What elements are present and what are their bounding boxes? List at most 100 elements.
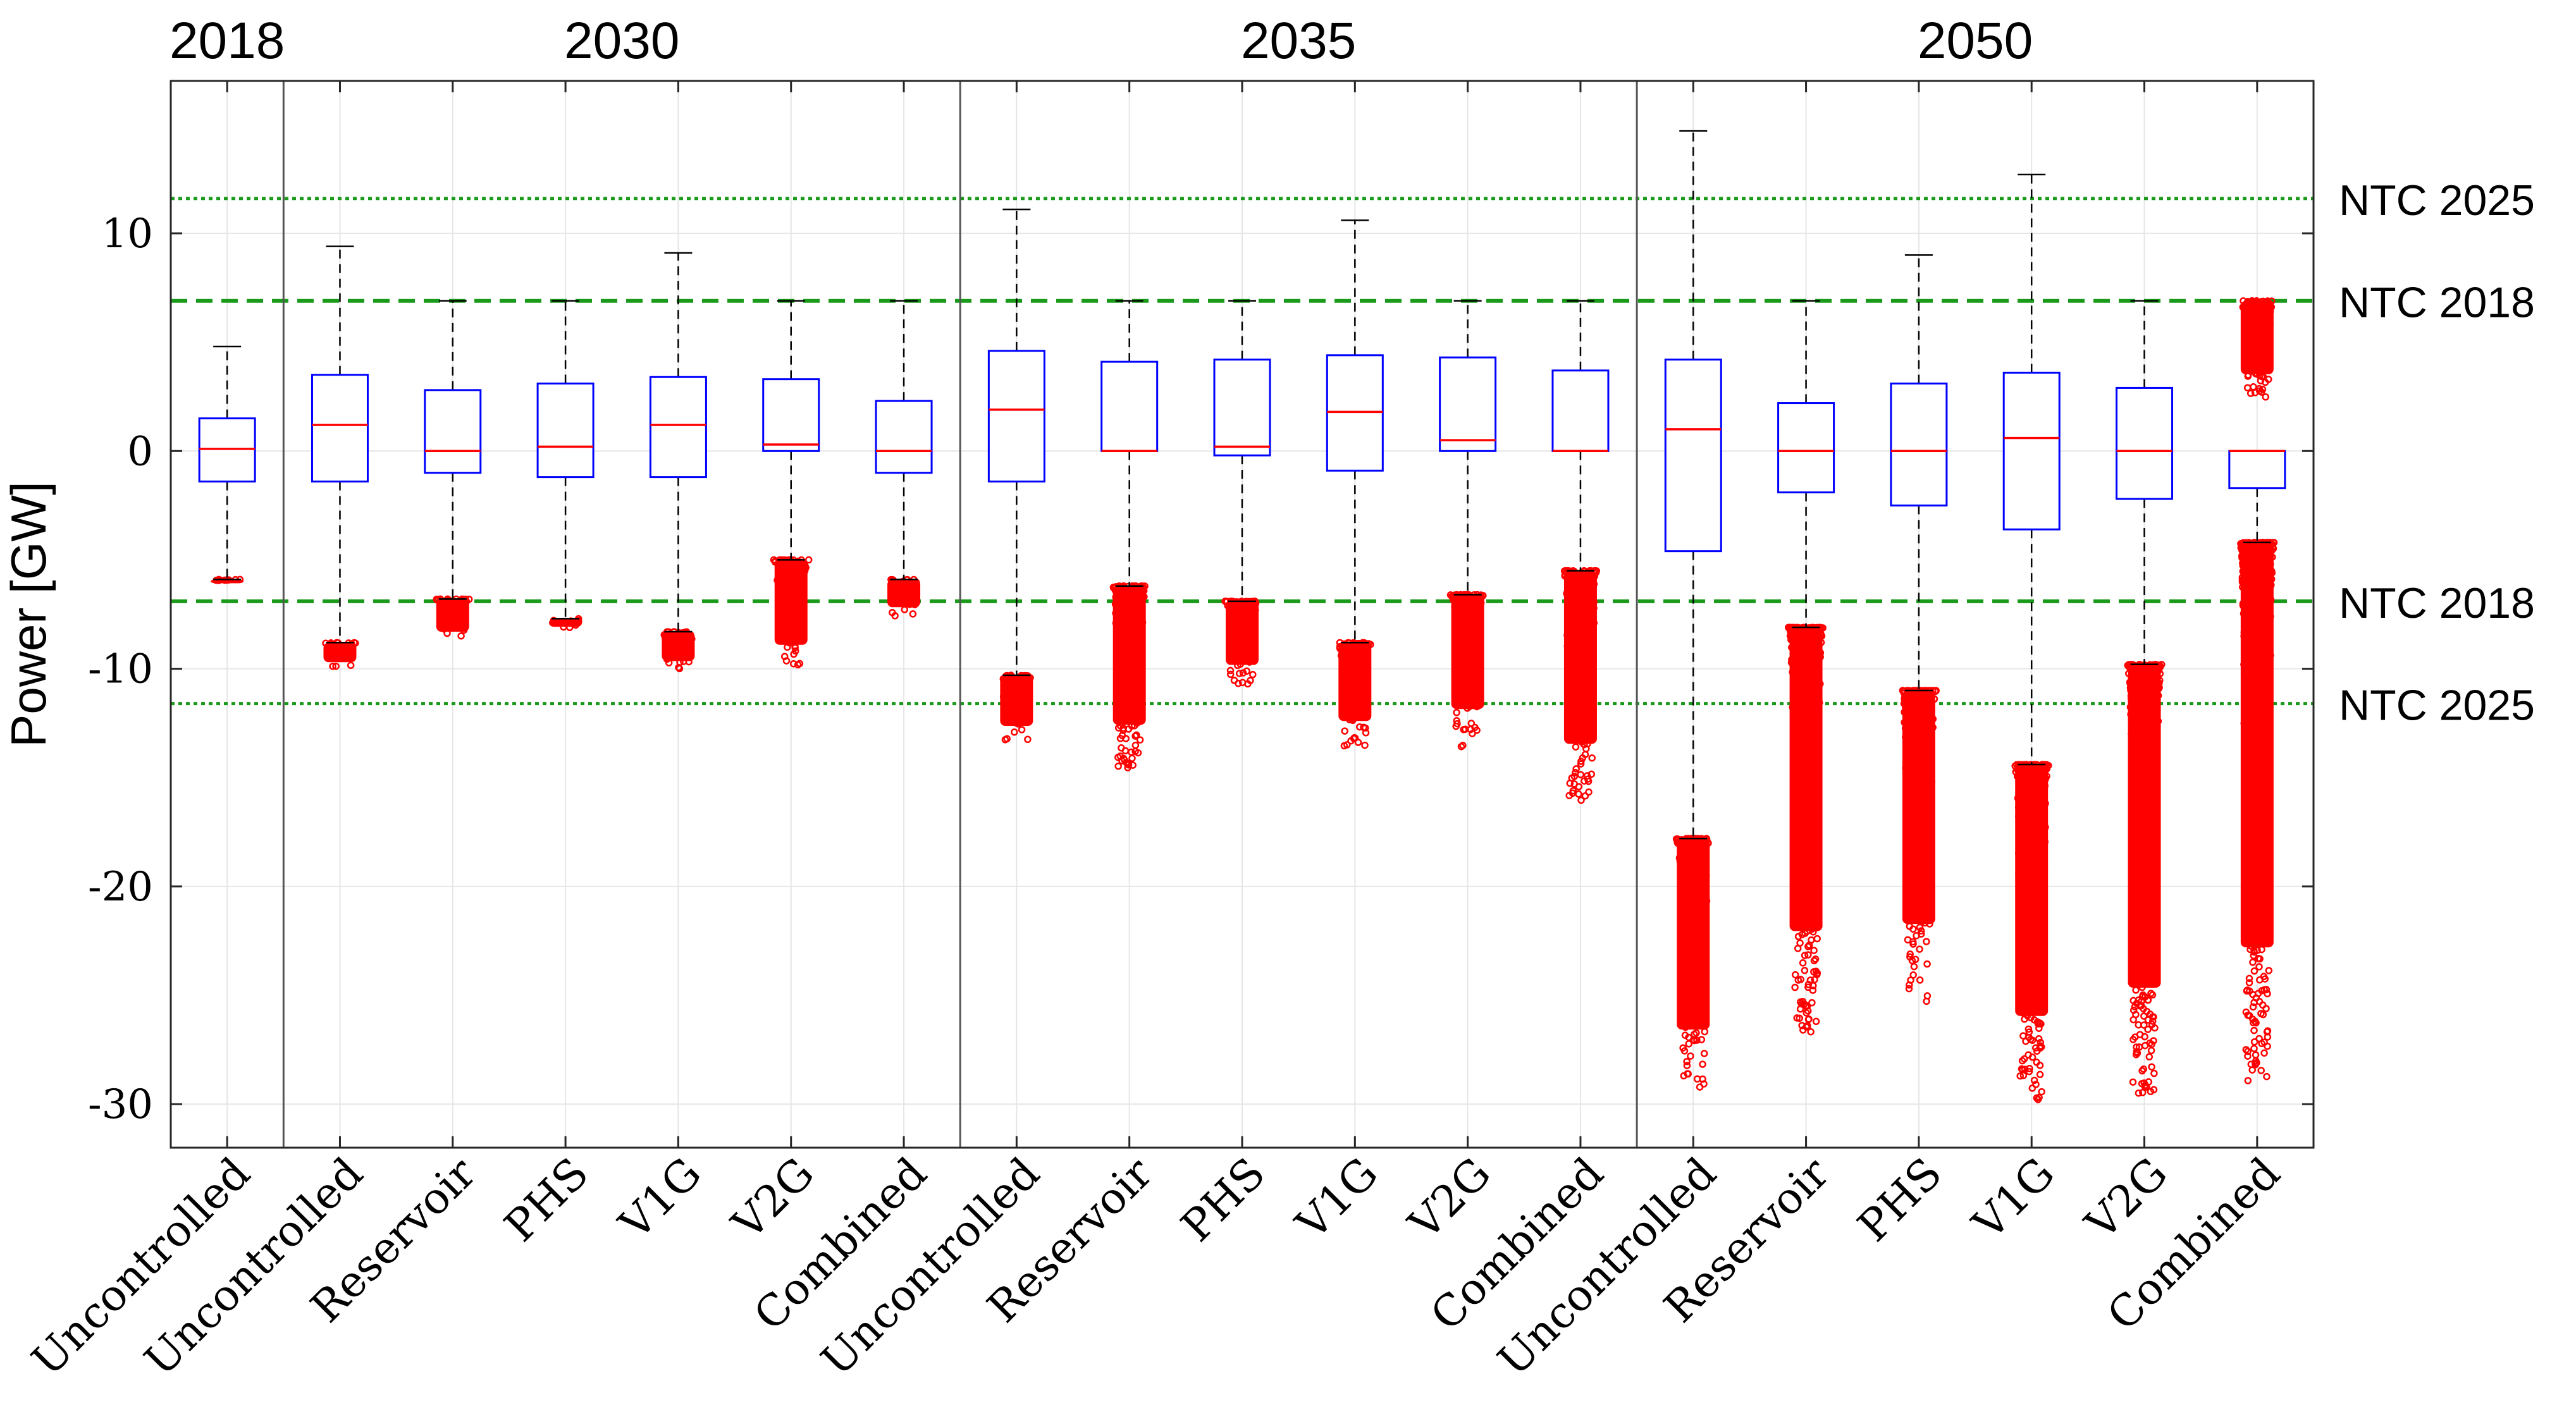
outlier-cluster — [1451, 594, 1484, 709]
outlier-point — [1018, 726, 1026, 734]
outlier-point — [1459, 742, 1467, 749]
outlier-point — [1129, 761, 1137, 769]
outlier-point — [2250, 383, 2257, 391]
outlier-point — [1693, 1036, 1701, 1044]
outlier-point — [2133, 1043, 2140, 1051]
outlier-point — [2249, 959, 2257, 966]
outlier-point — [2148, 1063, 2155, 1071]
outlier-point — [1804, 951, 1812, 959]
outlier-point — [1453, 709, 1460, 716]
outlier-point — [2145, 1053, 2154, 1061]
outlier-point — [2250, 947, 2258, 955]
outlier-cluster — [1789, 627, 1823, 931]
outlier-point — [1679, 1044, 1687, 1052]
outlier-point — [2252, 1019, 2260, 1027]
outlier-cluster — [1677, 838, 1710, 1030]
outlier-point — [2260, 1049, 2268, 1057]
box — [1100, 360, 1159, 452]
outlier-point — [2262, 1005, 2270, 1012]
outlier-point — [2250, 1038, 2259, 1046]
outlier-point — [2028, 1084, 2037, 1092]
box — [1777, 402, 1835, 494]
outlier-point — [347, 661, 355, 669]
outlier-point — [2019, 1072, 2028, 1079]
outlier-point — [1794, 945, 1802, 952]
outlier-point — [1467, 725, 1475, 734]
outlier-point — [1011, 728, 1018, 736]
outlier-cluster — [2240, 300, 2274, 374]
outlier-cluster — [1902, 691, 1935, 924]
outlier-cluster — [1000, 675, 1033, 726]
outlier-point — [2132, 986, 2140, 994]
outlier-point — [782, 657, 791, 665]
outlier-point — [1361, 741, 1369, 749]
outlier-point — [2257, 1067, 2265, 1074]
x-tick-label: V1G — [1963, 1148, 2064, 1249]
outlier-point — [1579, 754, 1586, 762]
outlier-point — [2255, 963, 2263, 971]
outlier-point — [1813, 971, 1821, 979]
outlier-point — [1923, 960, 1931, 968]
outlier-point — [2144, 1026, 2152, 1033]
outlier-point — [1581, 777, 1588, 785]
outlier-point — [1577, 771, 1584, 778]
reference-line-label: NTC 2025 — [2339, 176, 2535, 224]
outlier-point — [1582, 745, 1590, 752]
outlier-point — [1796, 1005, 1804, 1013]
outlier-point — [1131, 732, 1139, 740]
outlier-point — [1801, 966, 1809, 974]
x-tick-label: V2G — [1399, 1148, 1500, 1249]
outlier-point — [2250, 1045, 2258, 1052]
outlier-point — [1572, 765, 1580, 773]
outlier-point — [1910, 962, 1918, 971]
outlier-point — [2247, 1060, 2255, 1068]
outlier-point — [1701, 1028, 1709, 1036]
outlier-point — [1119, 725, 1127, 732]
x-tick-label: PHS — [1849, 1148, 1952, 1251]
outlier-point — [2245, 979, 2253, 986]
outlier-point — [1689, 1036, 1698, 1044]
y-axis-label: Power [GW] — [1, 481, 56, 747]
outlier-cluster — [436, 599, 469, 632]
outlier-cluster — [887, 579, 921, 608]
outlier-point — [2135, 1089, 2143, 1097]
outlier-point — [2147, 990, 2155, 997]
outlier-point — [2147, 1047, 2155, 1055]
outlier-point — [1134, 749, 1142, 757]
x-tick-label: PHS — [1172, 1148, 1275, 1251]
outlier-cluster — [1338, 642, 1372, 721]
outlier-point — [2244, 1077, 2252, 1084]
outlier-cluster — [662, 632, 695, 661]
outlier-cluster — [1563, 570, 1597, 744]
outlier-point — [2030, 1076, 2038, 1084]
outlier-point — [1699, 1075, 1706, 1083]
outlier-point — [2265, 967, 2273, 974]
outlier-point — [1813, 935, 1821, 943]
outlier-point — [2243, 986, 2251, 994]
outlier-point — [2253, 947, 2261, 954]
outlier-point — [1003, 735, 1011, 743]
outlier-cluster — [2128, 664, 2161, 988]
outlier-point — [2264, 1042, 2271, 1050]
outlier-point — [1119, 754, 1128, 763]
outlier-point — [2151, 1024, 2159, 1032]
outlier-point — [2032, 1081, 2040, 1088]
outlier-point — [1913, 931, 1920, 940]
outlier-point — [1565, 792, 1573, 799]
outlier-point — [1801, 952, 1809, 959]
outlier-point — [1588, 754, 1596, 762]
outlier-point — [1249, 671, 1257, 678]
outlier-point — [2264, 990, 2271, 998]
outlier-point — [1585, 788, 1593, 796]
box — [1890, 383, 1948, 506]
box — [762, 378, 820, 452]
outlier-point — [909, 610, 917, 618]
outlier-point — [2140, 1021, 2148, 1029]
outlier-point — [1799, 959, 1807, 967]
outlier-point — [1904, 936, 1912, 944]
outlier-point — [1905, 985, 1913, 993]
outlier-point — [1114, 762, 1122, 770]
outlier-point — [2034, 1020, 2042, 1028]
